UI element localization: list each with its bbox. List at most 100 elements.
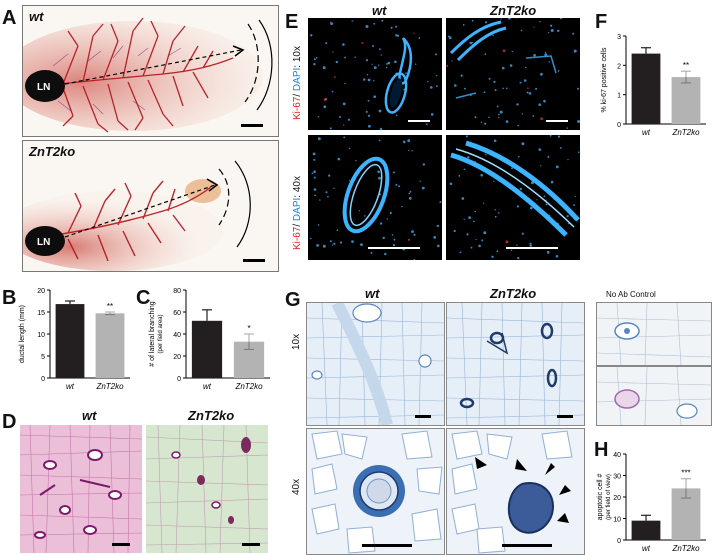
e-col-znt2ko: ZnT2ko — [490, 3, 537, 18]
tunel-znt2ko-10x-image — [446, 302, 585, 426]
y-axis-label: ductal length (mm) — [19, 305, 26, 363]
scale-bar — [242, 543, 260, 546]
ki67-znt2ko-10x-drawing — [446, 18, 580, 129]
y-tick-label: 5 — [41, 354, 45, 361]
histology-wt-label: wt — [82, 408, 97, 423]
scale-bar — [362, 544, 412, 547]
panel-label-b: B — [2, 287, 17, 309]
magnification-40x: 40x — [291, 478, 302, 495]
panel-label-a: A — [2, 7, 17, 29]
g-col-wt: wt — [365, 286, 380, 301]
x-tick-label: wt — [642, 128, 651, 137]
chart-h: 0 10 20 30 40 wt ZnT2ko *** apoptotic cell # (per… — [597, 452, 706, 553]
panel-label-f: F — [595, 11, 608, 33]
e-col-wt: wt — [372, 3, 387, 18]
y-tick-label: 0 — [41, 376, 45, 383]
significance-mark: *** — [681, 469, 690, 478]
histology-wt-image — [20, 425, 142, 553]
g-col-no-ab-control: No Ab Control — [606, 290, 656, 299]
lymph-node-label: LN — [37, 82, 50, 93]
y-tick-label: 40 — [613, 452, 621, 459]
scale-bar — [546, 120, 568, 122]
significance-mark: ** — [683, 61, 689, 70]
panel-label-d: D — [2, 411, 17, 433]
tunel-wt-10x-image — [306, 302, 445, 426]
ki67-znt2ko-10x-image — [446, 18, 580, 130]
chart-f: 0 1 2 3 wt ZnT2ko ** % ki-67 positive cells — [601, 34, 706, 137]
tunel-znt2ko-10x-drawing — [447, 303, 584, 425]
wholemount-znt2ko-drawing: LN — [23, 160, 251, 271]
y-tick-label: 10 — [37, 332, 45, 339]
ki67-label: Ki-67 — [292, 226, 303, 250]
arrowhead — [545, 463, 555, 475]
panel-label-e: E — [285, 11, 299, 33]
panel-label-h: H — [594, 439, 609, 461]
separator: / — [292, 91, 303, 97]
separator: / — [292, 221, 303, 227]
y-axis-label-sub: (per field area) — [158, 314, 164, 353]
y-tick-label: 30 — [613, 474, 621, 481]
histology-wt-drawing — [20, 425, 142, 553]
x-tick-label: wt — [66, 382, 75, 391]
scale-bar — [368, 247, 420, 249]
no-ab-control-image-1 — [596, 302, 712, 366]
dapi-label: DAPI — [292, 197, 303, 222]
y-tick-label: 20 — [613, 495, 621, 502]
y-tick-label: 40 — [173, 332, 181, 339]
no-ab-control-drawing-1 — [597, 303, 711, 365]
bar-ZnT2ko — [671, 77, 701, 124]
g-col-znt2ko: ZnT2ko — [490, 286, 537, 301]
chart-b: 0 5 10 15 20 wt ZnT2ko ** ductal length (mm) — [19, 288, 130, 391]
significance-mark: ** — [107, 302, 113, 311]
y-tick-label: 0 — [177, 376, 181, 383]
x-tick-label: ZnT2ko — [671, 544, 700, 553]
scale-bar — [241, 124, 263, 127]
significance-mark: * — [247, 324, 250, 333]
scale-bar — [243, 259, 265, 262]
ki67-znt2ko-40x-image — [446, 135, 580, 260]
y-axis-label: # of lateral branching — [149, 301, 156, 366]
no-ab-control-image-2 — [596, 366, 712, 426]
histology-znt2ko-drawing — [146, 425, 268, 553]
x-tick-label: wt — [203, 382, 212, 391]
y-tick-label: 0 — [617, 538, 621, 545]
y-tick-label: 15 — [37, 310, 45, 317]
y-axis-label: % ki-67 positive cells — [601, 47, 608, 112]
y-tick-label: 60 — [173, 310, 181, 317]
ki67-wt-10x-drawing — [310, 19, 438, 130]
y-tick-label: 10 — [613, 517, 621, 524]
panel-label-g: G — [285, 289, 301, 311]
wholemount-znt2ko-image: LN ZnT2ko — [22, 140, 279, 272]
panel-label-c: C — [136, 287, 151, 309]
y-tick-label: 3 — [617, 34, 621, 41]
no-ab-control-drawing-2 — [597, 367, 711, 425]
tunel-znt2ko-40x-drawing — [451, 430, 573, 554]
ki67-znt2ko-40x-drawing — [449, 135, 580, 260]
tunel-wt-10x-drawing — [307, 303, 444, 425]
y-tick-label: 0 — [617, 122, 621, 129]
histology-znt2ko-label: ZnT2ko — [188, 408, 235, 423]
histology-znt2ko-image — [146, 425, 268, 553]
arrowhead — [559, 485, 571, 495]
bar-wt — [191, 320, 223, 378]
magnification-label: : 10x — [292, 46, 303, 68]
y-tick-label: 20 — [173, 354, 181, 361]
wholemount-znt2ko-label: ZnT2ko — [29, 144, 76, 159]
x-tick-label: ZnT2ko — [95, 382, 124, 391]
scale-bar — [557, 415, 573, 418]
scale-bar — [408, 120, 430, 122]
magnification-label: : 40x — [292, 176, 303, 198]
bar-wt — [631, 520, 661, 540]
y-tick-label: 1 — [617, 93, 621, 100]
ki67-wt-10x-image — [308, 18, 442, 130]
scale-bar — [502, 544, 552, 547]
bar-wt — [55, 304, 85, 378]
scale-bar — [506, 247, 558, 249]
ki67-wt-40x-drawing — [310, 136, 442, 260]
y-tick-label: 2 — [617, 63, 621, 70]
chart-c: 0 20 40 60 80 wt ZnT2ko * # of lateral branching… — [149, 288, 270, 391]
x-tick-label: ZnT2ko — [671, 128, 700, 137]
bar-ZnT2ko — [95, 313, 125, 378]
wholemount-wt-drawing: LN — [23, 17, 273, 133]
bar-wt — [631, 53, 661, 124]
